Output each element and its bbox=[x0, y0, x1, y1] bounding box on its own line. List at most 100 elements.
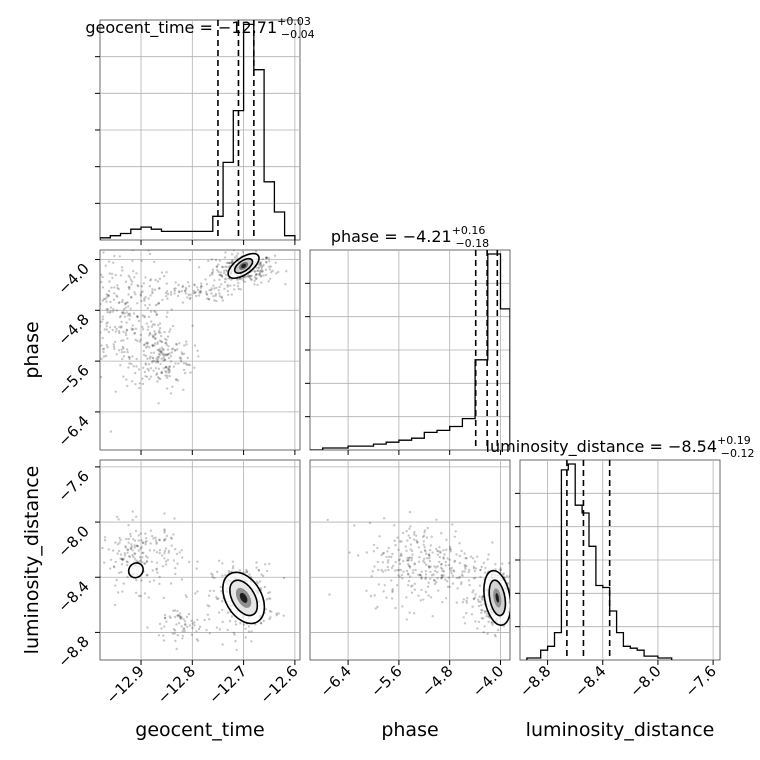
scatter-point bbox=[149, 332, 152, 336]
scatter-point bbox=[434, 566, 438, 569]
scatter-point bbox=[184, 286, 188, 289]
scatter-point bbox=[135, 357, 138, 361]
scatter-point bbox=[124, 331, 128, 334]
scatter-point bbox=[101, 299, 105, 302]
scatter-point bbox=[265, 256, 268, 259]
scatter-point bbox=[156, 303, 159, 306]
scatter-point bbox=[255, 561, 258, 564]
scatter-point bbox=[153, 549, 156, 552]
scatter-point bbox=[162, 275, 166, 278]
scatter-point bbox=[132, 270, 135, 273]
scatter-point bbox=[135, 578, 138, 582]
scatter-point bbox=[120, 320, 123, 324]
scatter-point bbox=[100, 324, 101, 328]
scatter-point bbox=[474, 620, 477, 623]
scatter-point bbox=[515, 591, 517, 593]
scatter-point bbox=[176, 348, 179, 351]
scatter-point bbox=[425, 557, 429, 560]
scatter-point bbox=[135, 365, 138, 368]
scatter-point bbox=[162, 356, 165, 360]
scatter-point bbox=[170, 351, 174, 354]
scatter-point bbox=[215, 626, 219, 629]
histogram-luminosity_distance bbox=[526, 460, 673, 660]
scatter-point bbox=[254, 273, 257, 277]
scatter-point bbox=[268, 562, 271, 565]
scatter-point bbox=[141, 290, 144, 293]
scatter-point bbox=[472, 567, 476, 570]
scatter-point bbox=[156, 361, 160, 364]
scatter-point bbox=[267, 280, 270, 283]
scatter-point bbox=[140, 291, 143, 294]
scatter-point bbox=[264, 563, 267, 566]
scatter-point bbox=[261, 258, 264, 261]
y-tick-label: −4.8 bbox=[54, 310, 92, 348]
scatter-point bbox=[185, 363, 188, 366]
scatter-point bbox=[163, 531, 166, 534]
scatter-point bbox=[124, 280, 128, 283]
scatter-point bbox=[129, 535, 132, 538]
scatter-point bbox=[428, 565, 431, 569]
scatter-point bbox=[419, 573, 422, 576]
scatter-point bbox=[156, 355, 159, 359]
scatter-point bbox=[224, 273, 228, 276]
scatter-point bbox=[121, 558, 124, 562]
scatter-point bbox=[132, 327, 135, 331]
scatter-point bbox=[128, 287, 131, 291]
scatter-point bbox=[408, 527, 411, 530]
scatter-point bbox=[260, 573, 263, 576]
scatter-point bbox=[421, 535, 425, 538]
scatter-point bbox=[254, 623, 257, 626]
scatter-point bbox=[216, 597, 219, 601]
scatter-point bbox=[449, 548, 452, 551]
scatter-point bbox=[218, 273, 221, 277]
scatter-point bbox=[126, 384, 129, 388]
scatter-point bbox=[442, 574, 445, 577]
scatter-point bbox=[186, 356, 189, 360]
scatter-point bbox=[152, 537, 155, 540]
scatter-point bbox=[244, 276, 247, 279]
scatter-point bbox=[145, 322, 148, 325]
scatter-point bbox=[177, 283, 180, 287]
scatter-point bbox=[142, 282, 145, 285]
scatter-point bbox=[108, 326, 112, 329]
scatter-point bbox=[106, 310, 109, 314]
scatter-point bbox=[145, 341, 148, 344]
scatter-point bbox=[477, 620, 481, 624]
scatter-point bbox=[405, 530, 408, 533]
scatter-point bbox=[455, 601, 458, 604]
scatter-point bbox=[267, 591, 270, 595]
scatter-point bbox=[268, 260, 271, 263]
scatter-point bbox=[166, 292, 170, 296]
scatter-cluster bbox=[151, 278, 242, 304]
scatter-point bbox=[205, 292, 208, 296]
scatter-point bbox=[480, 608, 483, 612]
scatter-point bbox=[258, 272, 262, 275]
scatter-point bbox=[440, 574, 443, 577]
scatter-point bbox=[109, 558, 113, 561]
scatter-point bbox=[131, 549, 134, 552]
scatter-point bbox=[483, 611, 487, 614]
scatter-point bbox=[160, 554, 164, 557]
scatter-point bbox=[113, 292, 116, 295]
scatter-point bbox=[103, 539, 107, 542]
scatter-point bbox=[265, 569, 269, 573]
scatter-cluster bbox=[146, 592, 229, 651]
scatter-point bbox=[135, 544, 139, 547]
scatter-point bbox=[154, 536, 157, 539]
scatter-point bbox=[155, 372, 159, 375]
scatter-point bbox=[213, 576, 216, 580]
scatter-point bbox=[517, 577, 519, 579]
scatter-point bbox=[101, 336, 104, 340]
scatter-point bbox=[391, 552, 394, 556]
scatter-point bbox=[217, 611, 221, 614]
scatter-point bbox=[386, 561, 390, 564]
scatter-point bbox=[146, 367, 149, 371]
scatter-point bbox=[163, 330, 166, 334]
scatter-point bbox=[242, 279, 245, 282]
scatter-point bbox=[487, 553, 490, 556]
scatter-point bbox=[194, 290, 197, 294]
scatter-point bbox=[224, 573, 227, 577]
scatter-point bbox=[118, 536, 121, 540]
scatter-point bbox=[175, 378, 178, 381]
scatter-point bbox=[145, 559, 149, 563]
